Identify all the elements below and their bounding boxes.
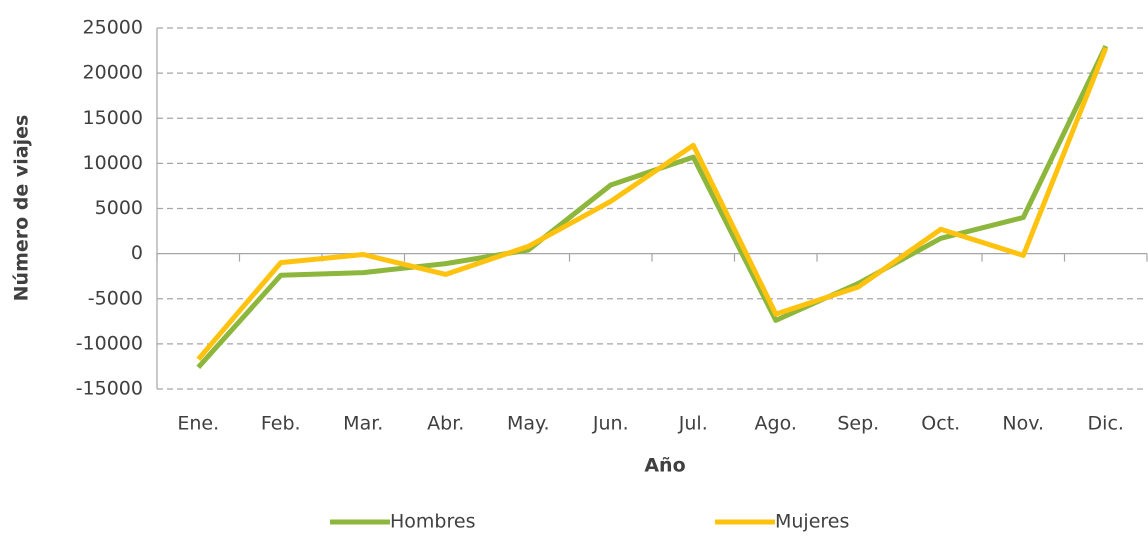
x-tick-label: Dic. (1088, 413, 1124, 435)
x-tick-label: Ene. (177, 413, 219, 435)
y-tick-label: 5000 (95, 197, 143, 219)
x-tick-label: Oct. (921, 413, 960, 435)
y-tick-label: -5000 (88, 287, 143, 309)
y-tick-label: 0 (131, 242, 143, 264)
y-tick-label: 20000 (83, 62, 143, 84)
x-tick-label: Abr. (427, 413, 464, 435)
x-tick-label: Jun. (592, 413, 629, 435)
series-line (196, 45, 1109, 369)
y-tick-label: 25000 (83, 17, 143, 39)
y-tick-label: 10000 (83, 152, 143, 174)
y-axis-label: Número de viajes (11, 115, 33, 302)
series-line (196, 46, 1109, 361)
x-tick-label: Jul. (678, 413, 708, 435)
y-tick-label: -15000 (76, 378, 143, 400)
x-tick-label: Feb. (261, 413, 301, 435)
y-tick-label: -10000 (76, 332, 143, 354)
y-tick-label: 15000 (83, 107, 143, 129)
legend-label: Hombres (390, 511, 475, 533)
x-axis-label: Año (644, 455, 685, 477)
x-tick-label: May. (507, 413, 550, 435)
x-tick-label: Sep. (837, 413, 879, 435)
x-tick-label: Ago. (755, 413, 797, 435)
x-tick-label: Mar. (343, 413, 383, 435)
legend-label: Mujeres (775, 511, 849, 533)
x-tick-label: Nov. (1002, 413, 1044, 435)
